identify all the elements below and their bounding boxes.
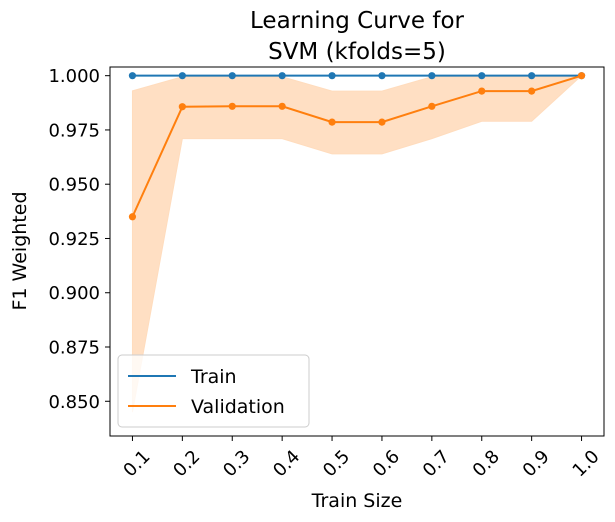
y-tick-label: 0.850 — [48, 392, 100, 413]
train-point — [178, 72, 186, 80]
axes-frame — [109, 66, 605, 437]
train-point — [478, 72, 486, 80]
validation-std-band — [131, 75, 583, 413]
validation-point — [528, 87, 536, 95]
train-point — [328, 72, 336, 80]
legend: Train Validation — [117, 354, 310, 428]
x-tick-label: 0.5 — [319, 446, 354, 481]
x-tick-label: 0.9 — [519, 446, 554, 481]
y-tick-label: 0.900 — [48, 283, 100, 304]
legend-label-train: Train — [190, 366, 237, 388]
train-point — [228, 72, 236, 80]
train-point — [128, 72, 137, 80]
x-tick-label: 0.1 — [119, 446, 154, 481]
validation-point — [228, 102, 236, 110]
plot-area — [128, 72, 586, 413]
x-tick-label: 0.4 — [269, 446, 304, 481]
legend-label-validation: Validation — [191, 396, 285, 418]
validation-point — [278, 102, 286, 110]
validation-point — [178, 103, 186, 111]
validation-point — [378, 118, 386, 126]
x-axis-ticks: 0.1 0.2 0.3 0.4 0.5 0.6 0.7 0.8 0.9 1.0 — [119, 436, 604, 481]
y-tick-label: 0.875 — [48, 338, 100, 359]
x-tick-label: 0.8 — [469, 446, 504, 481]
y-tick-label: 0.950 — [48, 175, 100, 196]
y-tick-label: 0.925 — [48, 229, 100, 250]
x-axis-label: Train Size — [311, 490, 403, 512]
y-axis-label: F1 Weighted — [9, 191, 31, 310]
validation-point — [577, 72, 586, 80]
validation-series-line — [131, 74, 582, 218]
y-axis-ticks: 0.850 0.875 0.900 0.925 0.950 0.975 1.000 — [48, 66, 110, 413]
validation-point — [428, 102, 436, 110]
x-tick-label: 0.2 — [169, 446, 204, 481]
x-tick-label: 0.3 — [219, 446, 254, 481]
train-point — [378, 72, 386, 80]
x-tick-label: 0.6 — [369, 446, 404, 481]
train-point — [428, 72, 436, 80]
legend-box — [117, 354, 310, 428]
validation-point — [328, 118, 336, 126]
train-point — [528, 72, 536, 80]
x-tick-label: 0.7 — [419, 446, 454, 481]
chart-title-line-1: Learning Curve for — [250, 8, 464, 34]
x-tick-label: 1.0 — [569, 446, 604, 481]
y-tick-label: 1.000 — [48, 66, 100, 87]
chart-title-line-2: SVM (kfolds=5) — [268, 39, 446, 65]
validation-point — [478, 87, 486, 95]
validation-point — [128, 213, 137, 221]
y-tick-label: 0.975 — [48, 120, 100, 141]
train-point — [278, 72, 286, 80]
